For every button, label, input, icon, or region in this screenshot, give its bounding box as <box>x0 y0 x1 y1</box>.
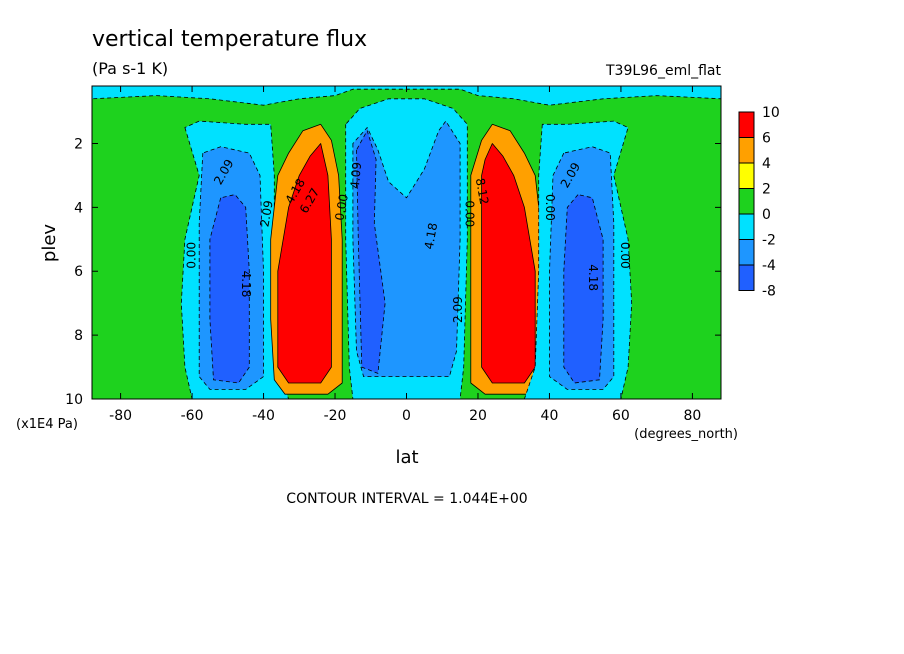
contour-label: 4.18 <box>586 264 600 291</box>
colorbar-label: -8 <box>762 284 776 300</box>
contour-label: 0.00 <box>332 193 350 222</box>
y-axis-units: (x1E4 Pa) <box>16 417 78 432</box>
chart-title: vertical temperature flux <box>92 27 367 52</box>
region-center-dark <box>356 130 386 374</box>
colorbar-label: 4 <box>762 156 771 172</box>
y-tick-label: 10 <box>65 392 83 408</box>
x-tick-label: -20 <box>324 408 347 424</box>
contour-label: 4.18 <box>239 271 253 298</box>
x-axis: -80 -60 -40 -20 0 20 40 60 80 <box>109 86 701 424</box>
contour-interval: CONTOUR INTERVAL = 1.044E+00 <box>286 491 527 507</box>
y-tick-label: 8 <box>74 328 83 344</box>
colorbar: 10 6 4 2 0 -2 -4 -8 <box>738 105 780 300</box>
y-tick-label: 6 <box>74 264 83 280</box>
x-axis-units: (degrees_north) <box>634 427 738 442</box>
contour-label: 4.09 <box>348 161 364 189</box>
x-axis-label: lat <box>395 447 418 468</box>
region-south-outer-dark <box>209 194 250 384</box>
x-tick-label: 80 <box>683 408 701 424</box>
colorbar-label: 6 <box>762 131 771 147</box>
colorbar-swatch <box>738 264 755 291</box>
colorbar-swatch <box>738 239 755 266</box>
x-tick-label: 60 <box>612 408 630 424</box>
contour-label: 0.00 <box>543 194 557 221</box>
contour-label: 0.00 <box>618 242 632 269</box>
region-north-jet-red <box>481 143 536 384</box>
chart-units: (Pa s-1 K) <box>92 59 168 78</box>
x-tick-label: -80 <box>109 408 132 424</box>
x-tick-label: 0 <box>402 408 411 424</box>
x-tick-label: 40 <box>541 408 559 424</box>
contour-label: 0.00 <box>463 200 477 227</box>
region-south-jet-red <box>277 143 332 384</box>
contour-label: 2.09 <box>451 296 465 323</box>
colorbar-swatch <box>738 162 755 189</box>
contour-labels: 0.002.094.182.094.186.27 0.004.094.182.09… <box>185 157 632 323</box>
colorbar-swatch <box>738 213 755 240</box>
colorbar-label: -2 <box>762 233 776 249</box>
contour-label: 4.18 <box>422 222 440 251</box>
colorbar-label: 10 <box>762 105 780 121</box>
contour-label: 0.00 <box>185 242 199 269</box>
contour-label: 2.09 <box>257 199 275 228</box>
region-north-outer-dark <box>563 194 604 384</box>
colorbar-label: -4 <box>762 258 776 274</box>
filled-contour-regions <box>92 86 721 399</box>
x-tick-label: 20 <box>469 408 487 424</box>
colorbar-swatch <box>738 137 755 164</box>
x-tick-label: -60 <box>181 408 204 424</box>
dataset-label: T39L96_eml_flat <box>605 63 722 79</box>
y-axis: 2 4 6 8 10 <box>65 136 721 408</box>
plot-area: 0.002.094.182.094.186.27 0.004.094.182.09… <box>92 86 721 399</box>
colorbar-swatch <box>738 188 755 215</box>
y-tick-label: 4 <box>74 200 83 216</box>
y-tick-label: 2 <box>74 136 83 152</box>
colorbar-swatch <box>738 111 755 138</box>
x-tick-label: -40 <box>252 408 275 424</box>
contour-label: 8.12 <box>473 177 491 206</box>
colorbar-label: 0 <box>762 207 771 223</box>
region-upper-layer <box>92 86 721 106</box>
y-axis-label: plev <box>39 224 60 263</box>
colorbar-label: 2 <box>762 182 771 198</box>
